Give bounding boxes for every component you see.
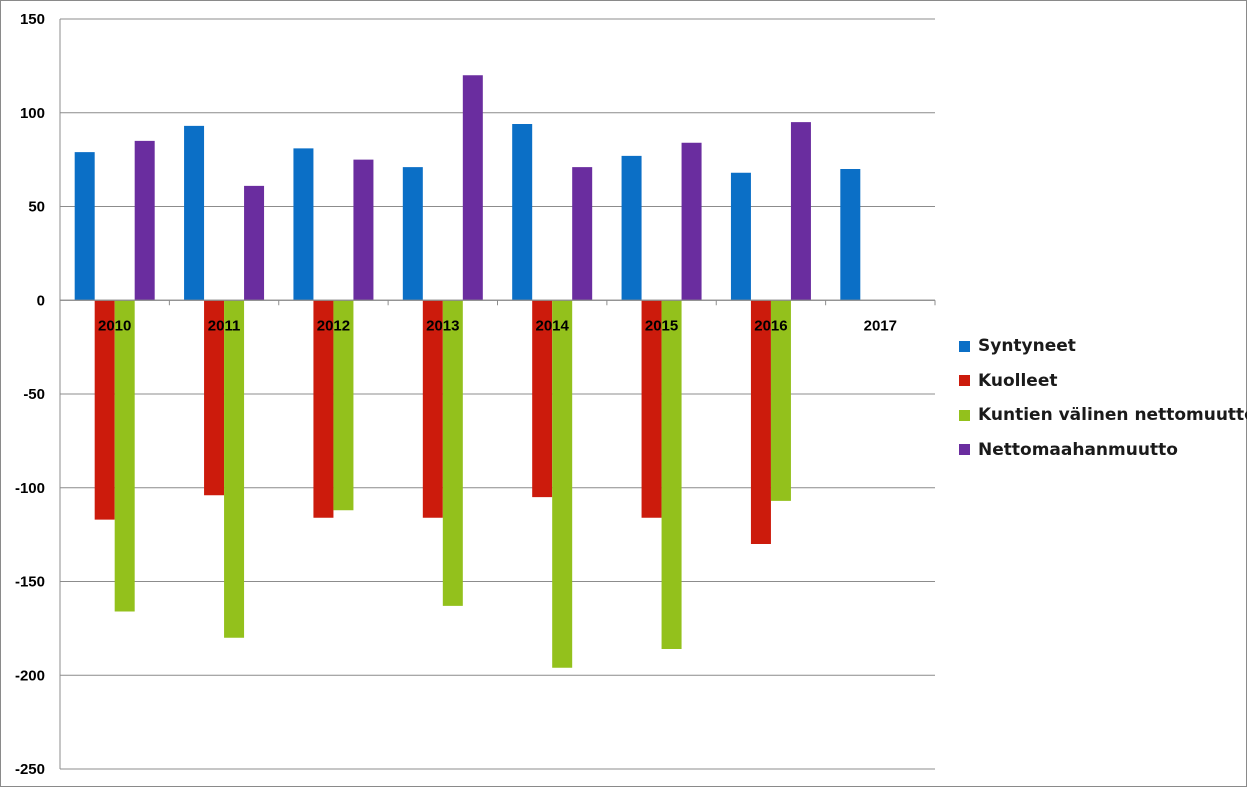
- legend-label: Syntyneet: [978, 336, 1076, 357]
- axes: [59, 19, 936, 769]
- bar: [462, 75, 483, 301]
- category-labels: 2010 2011 2012 2013 2014 2015 2016 2017: [98, 317, 897, 334]
- y-tick-label: -100: [15, 480, 45, 497]
- legend-swatch: [959, 375, 970, 387]
- bar: [621, 155, 642, 301]
- bar: [422, 300, 443, 518]
- category-label: 2011: [208, 317, 241, 334]
- category-label: 2016: [754, 317, 787, 334]
- bar: [184, 125, 205, 301]
- legend-item: Kuolleet: [959, 364, 1247, 399]
- legend-swatch: [959, 444, 970, 456]
- bar: [134, 140, 155, 301]
- bar: [74, 152, 95, 301]
- category-label: 2012: [317, 317, 350, 334]
- category-label: 2015: [645, 317, 678, 334]
- legend-item: Nettomaahanmuutto: [959, 433, 1247, 468]
- legend-swatch: [959, 340, 970, 352]
- y-tick-label: 0: [37, 292, 45, 309]
- bar: [512, 124, 533, 301]
- bar: [750, 300, 771, 544]
- bar: [641, 300, 662, 518]
- bar: [204, 300, 225, 496]
- y-tick-label: -250: [15, 761, 45, 778]
- legend: Syntyneet Kuolleet Kuntien välinen nettomu…: [959, 329, 1247, 467]
- bar: [224, 300, 245, 638]
- y-tick-label: 150: [20, 11, 45, 28]
- y-tick-labels: 150 100 50 0 -50 -100 -150 -200 -250: [15, 11, 45, 778]
- y-tick-label: 100: [20, 105, 45, 122]
- legend-label: Kuolleet: [978, 370, 1058, 391]
- category-label: 2013: [426, 317, 459, 334]
- bar: [442, 300, 463, 606]
- bar: [532, 300, 553, 498]
- bars: [74, 75, 861, 668]
- legend-item: Kuntien välinen nettomuutto: [959, 398, 1247, 433]
- category-label: 2014: [536, 317, 570, 334]
- category-label: 2017: [864, 317, 897, 334]
- legend-label: Kuntien välinen nettomuutto: [978, 405, 1247, 426]
- bar: [572, 167, 593, 301]
- bar: [770, 300, 791, 501]
- bar: [552, 300, 573, 668]
- legend-label: Nettomaahanmuutto: [978, 439, 1178, 460]
- y-tick-label: -50: [23, 386, 45, 403]
- legend-item: Syntyneet: [959, 329, 1247, 364]
- y-tick-label: -150: [15, 574, 45, 591]
- bar: [840, 169, 861, 301]
- bar: [790, 122, 811, 301]
- bar: [313, 300, 334, 518]
- bar: [402, 167, 423, 301]
- y-tick-label: 50: [28, 199, 45, 216]
- bar: [114, 300, 135, 612]
- bar: [94, 300, 115, 520]
- bar: [244, 185, 265, 301]
- bar: [681, 142, 702, 301]
- bar: [293, 148, 314, 301]
- y-tick-label: -200: [15, 667, 45, 684]
- category-label: 2010: [98, 317, 131, 334]
- legend-swatch: [959, 409, 970, 421]
- bar: [730, 172, 751, 301]
- bar: [353, 159, 374, 301]
- bar: [333, 300, 354, 511]
- bar: [661, 300, 682, 649]
